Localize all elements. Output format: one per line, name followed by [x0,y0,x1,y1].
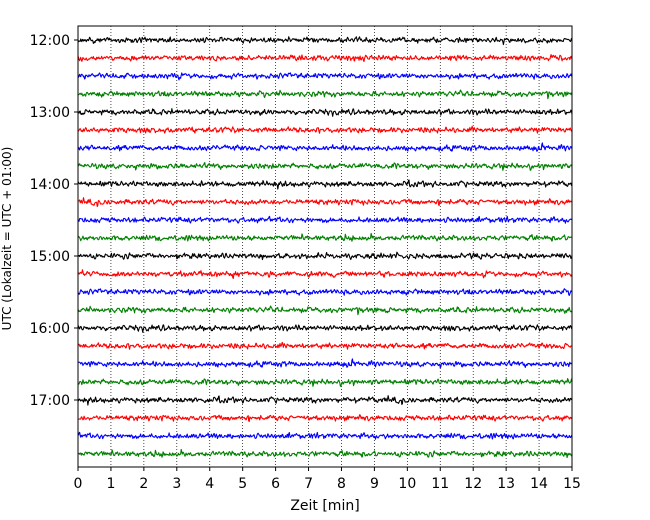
y-axis-ticks: 12:00 13:00 14:00 15:00 16:00 17:00 [30,33,78,409]
trace-line-1745 [77,448,573,459]
x-axis-label: Zeit [min] [290,498,359,514]
trace-line-1215 [77,54,573,63]
x-tick-label-5: 5 [238,476,247,492]
x-tick-label-15: 15 [563,476,581,492]
trace-line-1345 [77,161,573,171]
y-tick-label-0: 12:00 [30,33,70,49]
y-tick-label-5: 17:00 [30,393,70,409]
trace-line-1330 [77,142,573,152]
x-tick-label-13: 13 [497,476,515,492]
seismic-traces [77,36,573,459]
y-tick-label-3: 15:00 [30,249,70,265]
trace-line-1600 [77,324,573,333]
trace-line-1245 [77,89,573,100]
trace-line-1400 [77,179,573,190]
trace-line-1645 [77,378,573,387]
y-tick-label-4: 16:00 [30,321,70,337]
x-tick-label-6: 6 [271,476,280,492]
x-tick-label-8: 8 [337,476,346,492]
trace-line-1445 [77,232,573,242]
trace-line-1430 [77,215,573,224]
x-tick-label-2: 2 [139,476,148,492]
trace-line-1545 [77,305,573,316]
trace-line-1200 [77,36,573,46]
plot-frame [77,25,573,468]
x-tick-label-3: 3 [172,476,181,492]
x-tick-label-10: 10 [398,476,416,492]
trace-line-1300 [77,108,573,117]
x-tick-label-9: 9 [370,476,379,492]
x-tick-label-12: 12 [464,476,482,492]
vertical-grid [110,26,540,467]
trace-line-1530 [77,288,573,297]
y-tick-label-1: 13:00 [30,105,70,121]
trace-line-1315 [77,125,573,134]
x-axis-ticks: 0 1 2 3 4 5 6 7 8 9 10 11 12 13 14 15 [74,467,581,492]
y-tick-label-2: 14:00 [30,177,70,193]
x-tick-label-11: 11 [431,476,449,492]
x-tick-label-14: 14 [530,476,548,492]
trace-line-1500 [77,251,573,261]
trace-line-1415 [77,197,573,207]
trace-line-1615 [77,341,573,350]
trace-line-1230 [77,72,573,81]
x-tick-label-4: 4 [205,476,214,492]
x-tick-label-1: 1 [106,476,115,492]
trace-line-1715 [77,414,573,423]
trace-line-1630 [77,358,573,369]
trace-line-1730 [77,431,573,440]
x-tick-label-0: 0 [74,476,83,492]
trace-line-1700 [77,395,573,406]
x-tick-label-7: 7 [304,476,313,492]
trace-line-1515 [77,269,573,279]
y-axis-label: UTC (Lokalzeit = UTC + 01:00) [0,147,14,331]
